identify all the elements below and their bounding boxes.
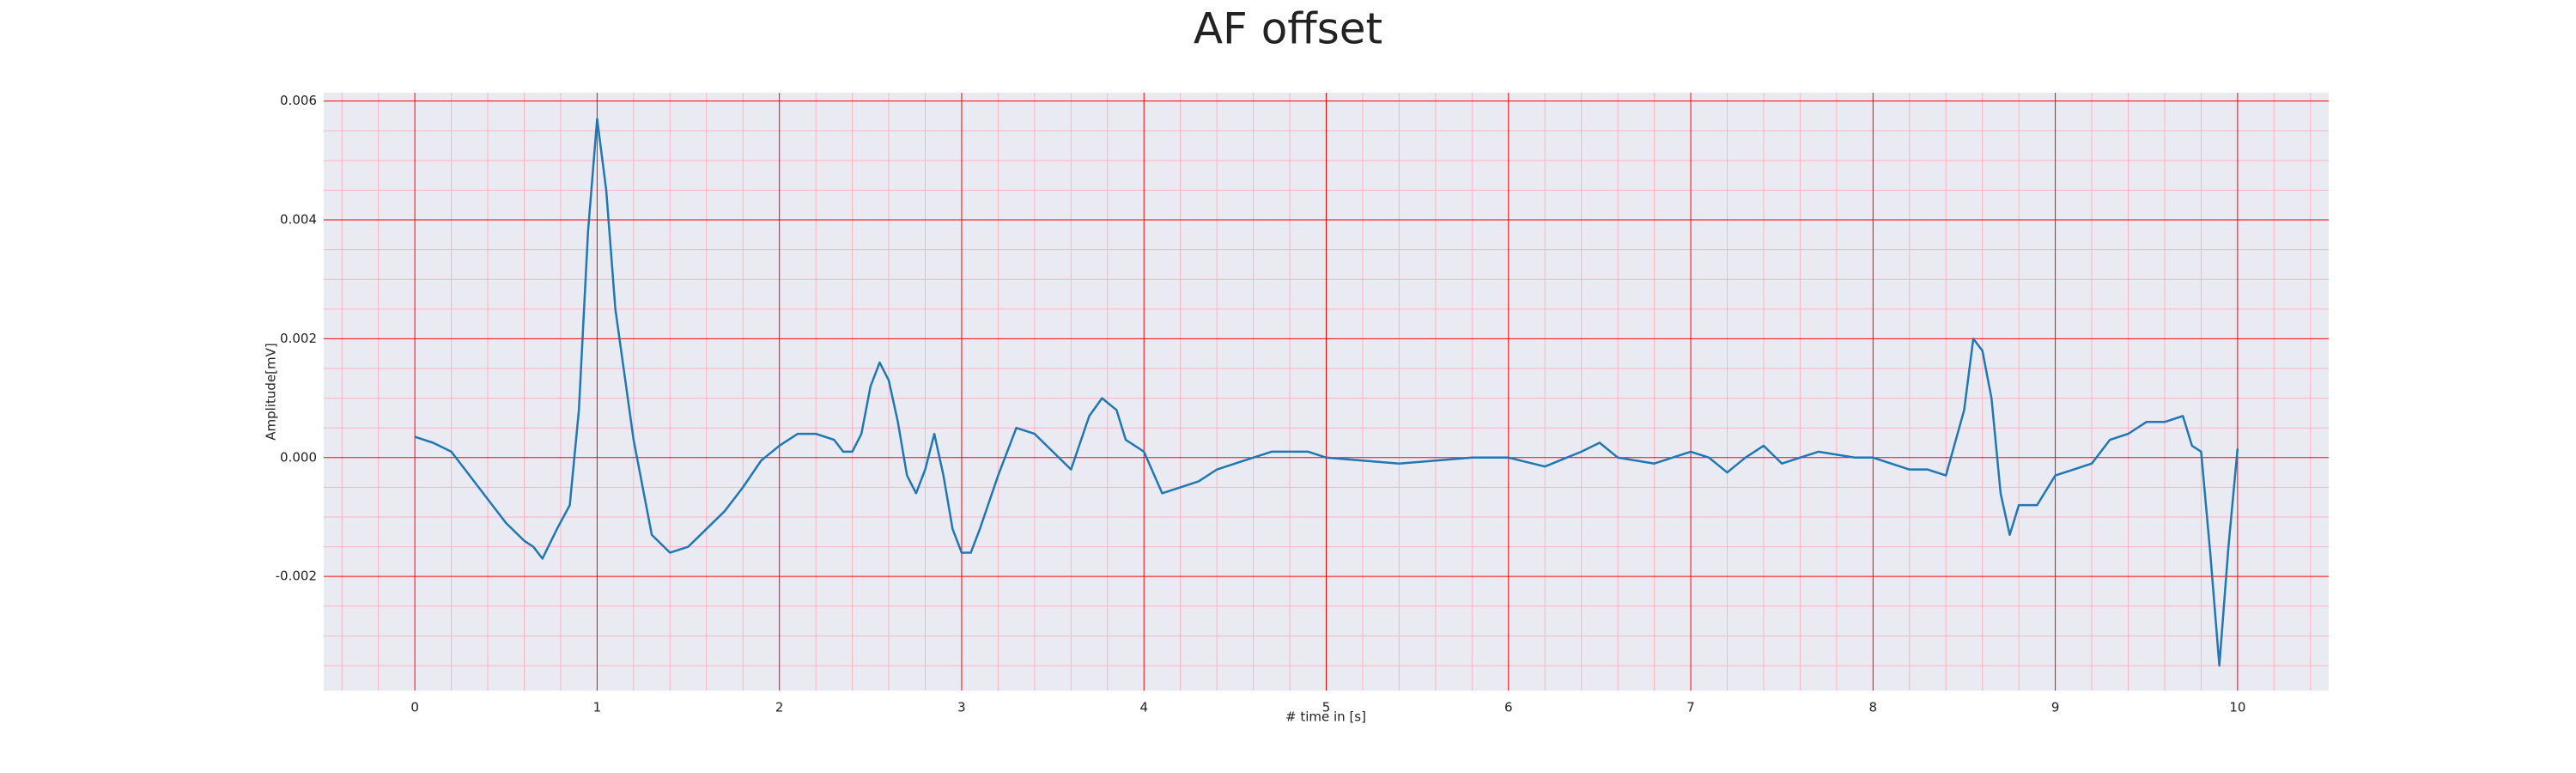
chart-title: AF offset (1194, 4, 1382, 54)
line-series (414, 118, 2239, 667)
y-tick-label: -0.002 (276, 569, 317, 584)
y-axis-label: Amplitude[mV] (264, 343, 279, 440)
x-tick-label: 4 (1139, 700, 1148, 715)
x-tick-label: 10 (2229, 700, 2245, 715)
x-tick-label: 6 (1504, 700, 1513, 715)
x-tick-label: 8 (1869, 700, 1878, 715)
x-tick-label: 0 (410, 700, 419, 715)
y-tick-label: 0.002 (280, 331, 317, 346)
y-tick-label: 0.004 (280, 212, 317, 228)
x-tick-label: 9 (2051, 700, 2060, 715)
y-tick-label: 0.006 (280, 93, 317, 108)
x-tick-label: 1 (593, 700, 602, 715)
x-tick-label: 2 (775, 700, 784, 715)
x-tick-label: 5 (1322, 700, 1331, 715)
y-tick-label: 0.000 (280, 449, 317, 465)
x-tick-label: 3 (957, 700, 966, 715)
x-axis-label: # time in [s] (1285, 709, 1366, 725)
x-tick-label: 7 (1686, 700, 1695, 715)
